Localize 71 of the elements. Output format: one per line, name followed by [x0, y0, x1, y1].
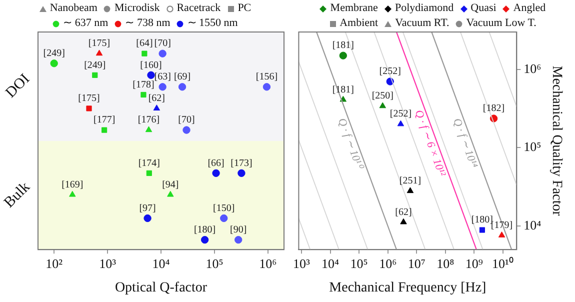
annotation: [156] [256, 72, 278, 83]
text: PC [236, 1, 252, 16]
text: Nanobeam [48, 1, 98, 16]
x-tick-label: 10³ [99, 256, 116, 271]
annotation: [251] [399, 176, 422, 187]
annotation: [181] [332, 84, 354, 96]
annotation: [179] [490, 220, 513, 231]
text: ∼ 1550 nm [186, 16, 238, 31]
text: ∼ 637 nm [62, 16, 108, 31]
x-tick-label: 10³ [293, 256, 310, 271]
annotation: [174] [138, 158, 160, 169]
y-tick-label: 10⁶ [524, 60, 542, 76]
annotation: [252] [390, 108, 412, 120]
x-tick-label: 10¹⁰ [492, 256, 514, 271]
y-tick-label: 10⁴ [524, 217, 542, 232]
annotation: [176] [138, 114, 160, 126]
annotation: [160] [140, 60, 162, 71]
text: Quasi [470, 1, 496, 16]
annotation: [69] [174, 72, 191, 83]
annotation: [249] [84, 60, 106, 71]
annotation: [70] [154, 38, 171, 50]
annotation: [175] [78, 93, 100, 104]
text: Q · f ∼ 10¹⁴ [450, 116, 480, 170]
text: Vacuum Low T. [465, 16, 536, 31]
annotation: [150] [213, 202, 235, 214]
x-tick-label: 10⁵ [206, 256, 224, 271]
x-tick-label: 10⁷ [408, 256, 426, 271]
text: Bulk [2, 178, 34, 212]
x-tick-label: 10⁴ [322, 256, 340, 271]
annotation: [180] [194, 224, 216, 236]
annotation: [66] [208, 158, 224, 169]
annotation: [178] [132, 79, 154, 90]
annotation: [62] [148, 93, 166, 104]
annotation: [70] [178, 114, 195, 126]
annotation: [62] [395, 206, 412, 218]
annotation: [252] [379, 66, 401, 78]
x-tick-label: 10⁴ [152, 256, 170, 271]
text: DOI [2, 70, 34, 102]
x-tick-label: 10⁸ [436, 256, 455, 271]
annotation: [90] [230, 224, 247, 236]
text: Q · f ∼ 10¹⁰ [335, 116, 366, 172]
annotation: [181] [332, 40, 354, 52]
x-axis-title: Optical Q-factor [114, 280, 208, 296]
annotation: [175] [88, 38, 110, 50]
annotation: [180] [471, 214, 494, 226]
text: Racetrack [176, 1, 221, 16]
annotation: [250] [372, 90, 394, 102]
y-tick-label: 10⁵ [524, 139, 542, 154]
text: Polydiamond [394, 1, 454, 16]
text: ∼ 738 nm [124, 16, 170, 31]
annotation: [63] [154, 72, 171, 83]
annotation: [64] [136, 38, 153, 50]
text: Membrane [329, 1, 378, 16]
text: Microdisk [113, 1, 160, 16]
text: Vacuum RT. [394, 16, 450, 31]
x-tick-label: 10² [46, 256, 63, 271]
text: Ambient [338, 16, 378, 31]
x-tick-label: 10⁶ [259, 256, 277, 271]
annotation: [94] [162, 179, 179, 190]
annotation: [97] [139, 202, 156, 214]
annotation: [177] [93, 114, 116, 126]
x-tick-label: 10⁶ [379, 256, 397, 271]
annotation: [173] [230, 158, 252, 169]
y-axis-title: Mechanical Quality Factor [548, 66, 564, 216]
x-axis-title: Mechanical Frequency [Hz] [329, 280, 486, 296]
x-tick-label: 10⁹ [465, 256, 484, 271]
x-tick-label: 10⁵ [350, 256, 368, 271]
annotation: [169] [62, 179, 84, 190]
annotation: [249] [43, 48, 65, 59]
text: Angled [512, 1, 546, 16]
annotation: [182] [482, 103, 505, 114]
